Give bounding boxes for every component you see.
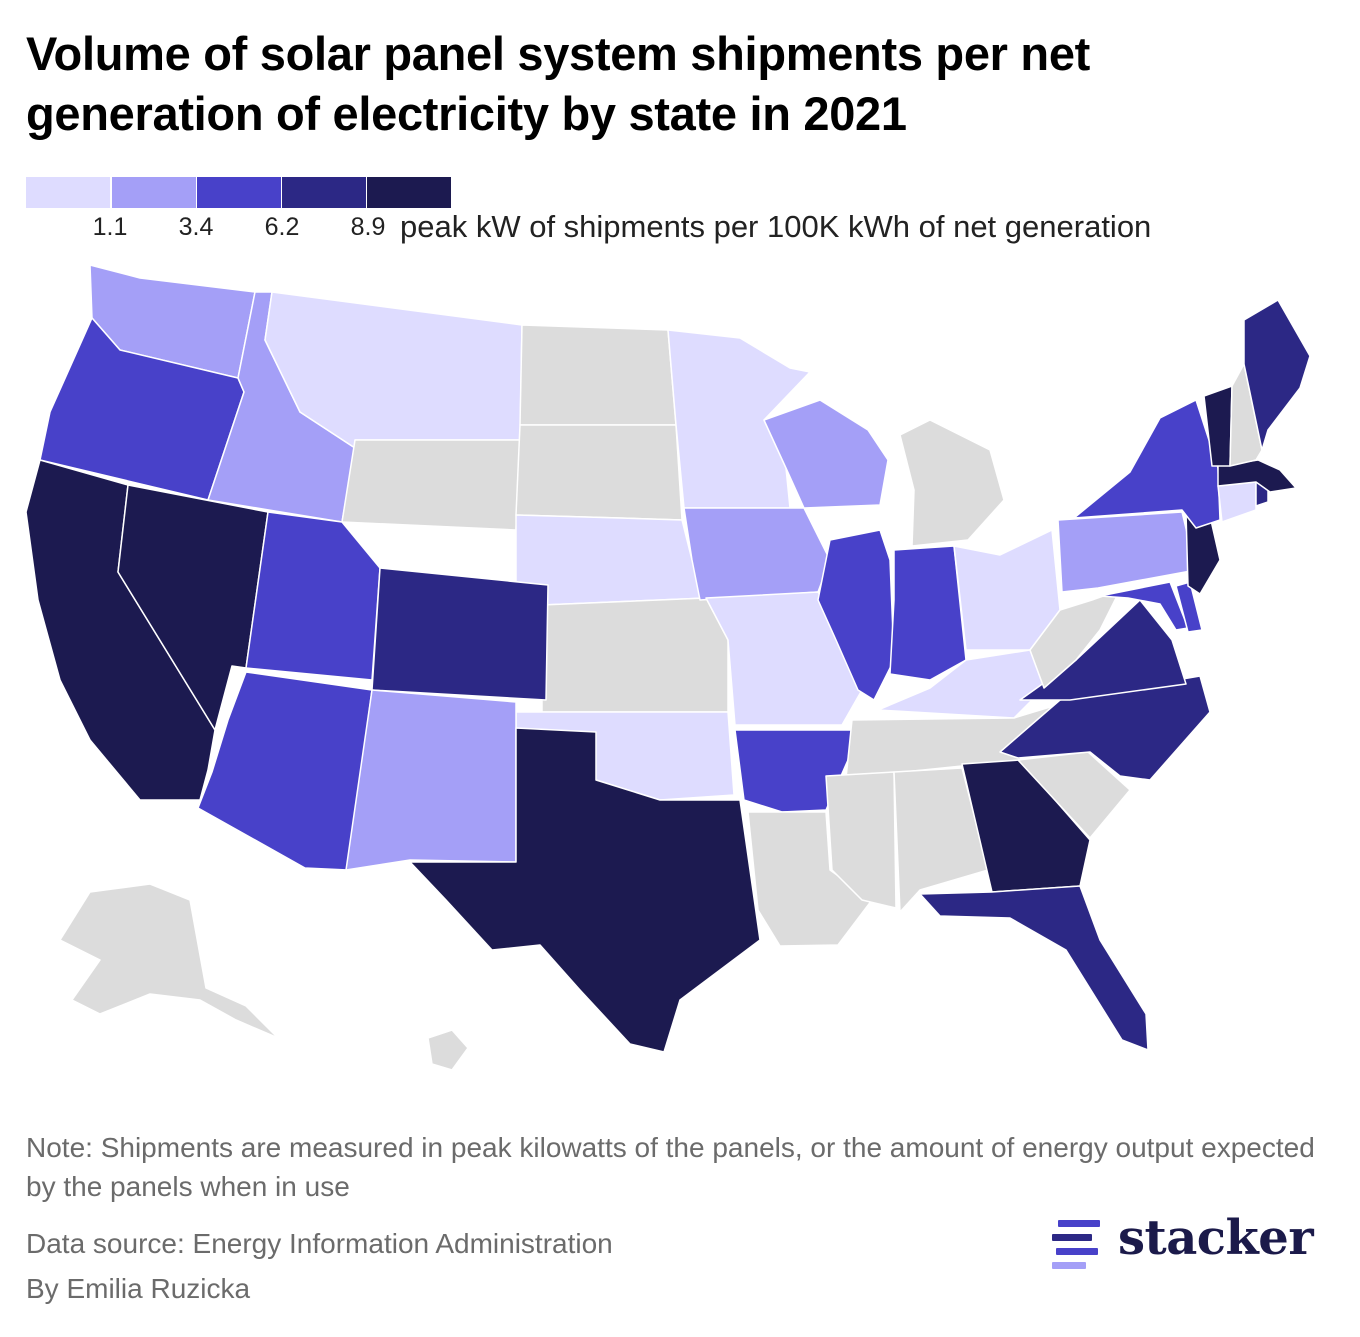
state-NY (1073, 399, 1221, 529)
stacker-logo-icon (1052, 1220, 1100, 1270)
map-svg (25, 264, 1311, 1071)
state-ME (1243, 299, 1311, 451)
state-KS (541, 597, 729, 713)
state-PA (1057, 511, 1197, 593)
brand-logo: stacker (1052, 1210, 1342, 1274)
state-AZ (197, 671, 373, 871)
byline: By Emilia Ruzicka (26, 1273, 251, 1304)
state-MS (825, 771, 897, 909)
state-MD (1099, 581, 1189, 631)
legend-tick-2: 3.4 (178, 213, 214, 241)
state-FL (919, 885, 1149, 1051)
state-CO (371, 567, 549, 701)
chart-note: Note: Shipments are measured in peak kil… (26, 1132, 1315, 1202)
us-choropleth-map (0, 250, 1360, 1090)
legend-swatch-1 (26, 177, 110, 208)
logo-bar-3 (1056, 1248, 1098, 1255)
state-IA (683, 507, 831, 601)
legend-swatch-2 (112, 177, 196, 208)
state-ND (519, 324, 677, 426)
legend-tick-1: 1.1 (92, 213, 128, 241)
state-LA (747, 811, 873, 947)
state-AK (59, 883, 279, 1039)
legend-unit-label: peak kW of shipments per 100K kWh of net… (400, 209, 1152, 244)
legend-swatch-5 (367, 177, 451, 208)
legend: 1.1 3.4 6.2 8.9 peak kW of shipments per… (26, 177, 1326, 247)
logo-bar-2 (1052, 1234, 1092, 1241)
brand-name: stacker (1118, 1210, 1314, 1266)
state-NM (345, 689, 517, 871)
legend-tick-3: 6.2 (264, 213, 300, 241)
state-IN (889, 545, 967, 681)
state-WV (1029, 589, 1121, 689)
state-AL (893, 767, 989, 913)
state-DE (1175, 581, 1203, 633)
state-TX (409, 727, 761, 1053)
state-SD (515, 424, 683, 521)
state-UT (245, 511, 381, 681)
state-GA (961, 759, 1091, 893)
state-CT (1217, 481, 1257, 523)
logo-bar-1 (1058, 1220, 1100, 1227)
chart-title: Volume of solar panel system shipments p… (26, 27, 1091, 140)
state-NH (1229, 363, 1263, 467)
state-IL (817, 529, 895, 701)
legend-tick-4: 8.9 (350, 213, 386, 241)
logo-bar-4 (1052, 1262, 1086, 1269)
state-MA (1217, 459, 1297, 493)
legend-swatch-4 (282, 177, 366, 208)
data-source: Data source: Energy Information Administ… (26, 1228, 613, 1259)
state-MI (899, 419, 1005, 547)
state-WI (763, 399, 889, 509)
state-HI (427, 1029, 469, 1071)
state-WY (341, 439, 521, 531)
legend-swatch-3 (197, 177, 281, 208)
